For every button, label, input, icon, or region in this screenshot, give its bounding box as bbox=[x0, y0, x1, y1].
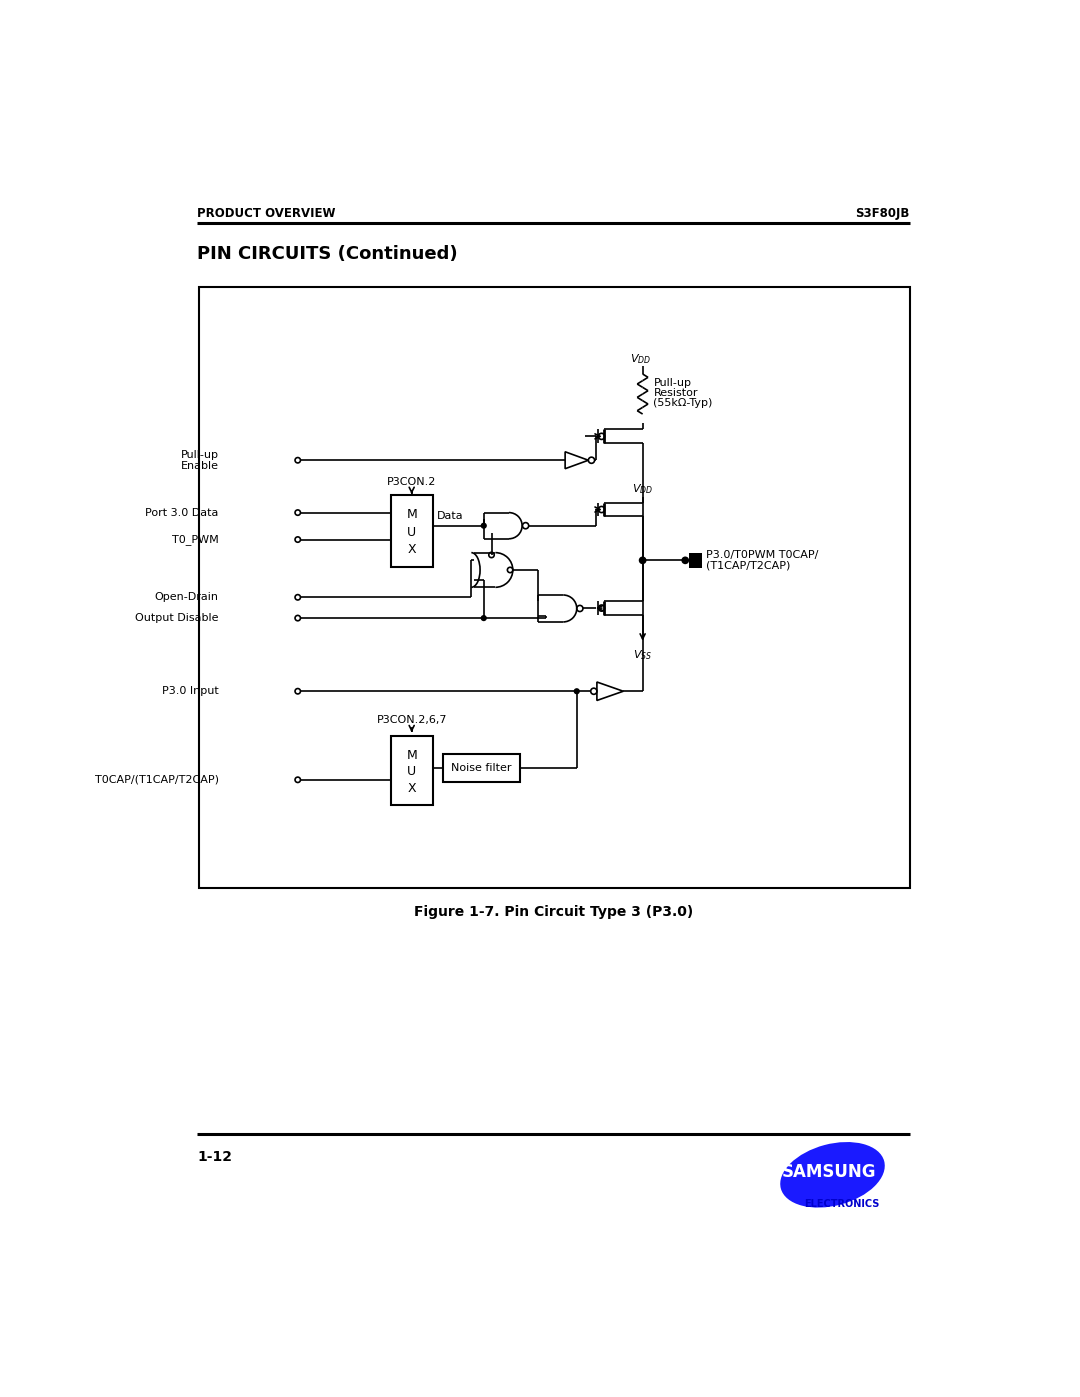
Text: X: X bbox=[407, 543, 416, 556]
Text: Enable: Enable bbox=[180, 461, 218, 471]
Bar bbox=[199, 286, 910, 887]
Text: $V_{DD}$: $V_{DD}$ bbox=[632, 482, 653, 496]
Text: M: M bbox=[406, 749, 417, 761]
Text: M: M bbox=[406, 509, 417, 521]
Circle shape bbox=[573, 689, 580, 694]
Text: U: U bbox=[407, 525, 416, 539]
Text: PIN CIRCUITS (Continued): PIN CIRCUITS (Continued) bbox=[197, 244, 458, 263]
Text: (T1CAP/T2CAP): (T1CAP/T2CAP) bbox=[706, 560, 791, 571]
Text: PRODUCT OVERVIEW: PRODUCT OVERVIEW bbox=[197, 207, 336, 221]
Bar bbox=[689, 553, 702, 569]
Circle shape bbox=[481, 522, 487, 529]
Text: ELECTRONICS: ELECTRONICS bbox=[805, 1199, 879, 1208]
Text: T0_PWM: T0_PWM bbox=[172, 534, 218, 545]
Text: $V_{SS}$: $V_{SS}$ bbox=[633, 648, 652, 662]
Text: $V_{DD}$: $V_{DD}$ bbox=[631, 352, 651, 366]
Text: Resistor: Resistor bbox=[653, 388, 698, 398]
Text: (55kΩ-Typ): (55kΩ-Typ) bbox=[653, 398, 713, 408]
Text: Pull-up: Pull-up bbox=[653, 379, 691, 388]
Text: Open-Drain: Open-Drain bbox=[154, 592, 218, 602]
Text: Output Disable: Output Disable bbox=[135, 613, 218, 623]
Text: SAMSUNG: SAMSUNG bbox=[782, 1162, 877, 1180]
Circle shape bbox=[481, 615, 487, 622]
Text: P3CON.2,6,7: P3CON.2,6,7 bbox=[377, 715, 447, 725]
Text: Port 3.0 Data: Port 3.0 Data bbox=[146, 507, 218, 518]
Circle shape bbox=[638, 556, 647, 564]
Text: X: X bbox=[407, 782, 416, 795]
Text: U: U bbox=[407, 766, 416, 778]
Bar bbox=[391, 736, 433, 805]
Bar bbox=[443, 754, 521, 782]
Circle shape bbox=[681, 556, 689, 564]
Text: T0CAP/(T1CAP/T2CAP): T0CAP/(T1CAP/T2CAP) bbox=[95, 775, 218, 785]
Text: Figure 1-7. Pin Circuit Type 3 (P3.0): Figure 1-7. Pin Circuit Type 3 (P3.0) bbox=[414, 905, 693, 919]
Text: P3.0 Input: P3.0 Input bbox=[162, 686, 218, 696]
Text: 1-12: 1-12 bbox=[197, 1150, 232, 1164]
Text: Data: Data bbox=[436, 511, 463, 521]
Text: S3F80JB: S3F80JB bbox=[855, 207, 910, 221]
Text: P3CON.2: P3CON.2 bbox=[387, 476, 436, 486]
Ellipse shape bbox=[780, 1141, 885, 1207]
Text: P3.0/T0PWM T0CAP/: P3.0/T0PWM T0CAP/ bbox=[706, 550, 819, 560]
Text: Noise filter: Noise filter bbox=[451, 763, 512, 774]
Text: Pull-up: Pull-up bbox=[180, 450, 218, 460]
Bar bbox=[391, 495, 433, 567]
